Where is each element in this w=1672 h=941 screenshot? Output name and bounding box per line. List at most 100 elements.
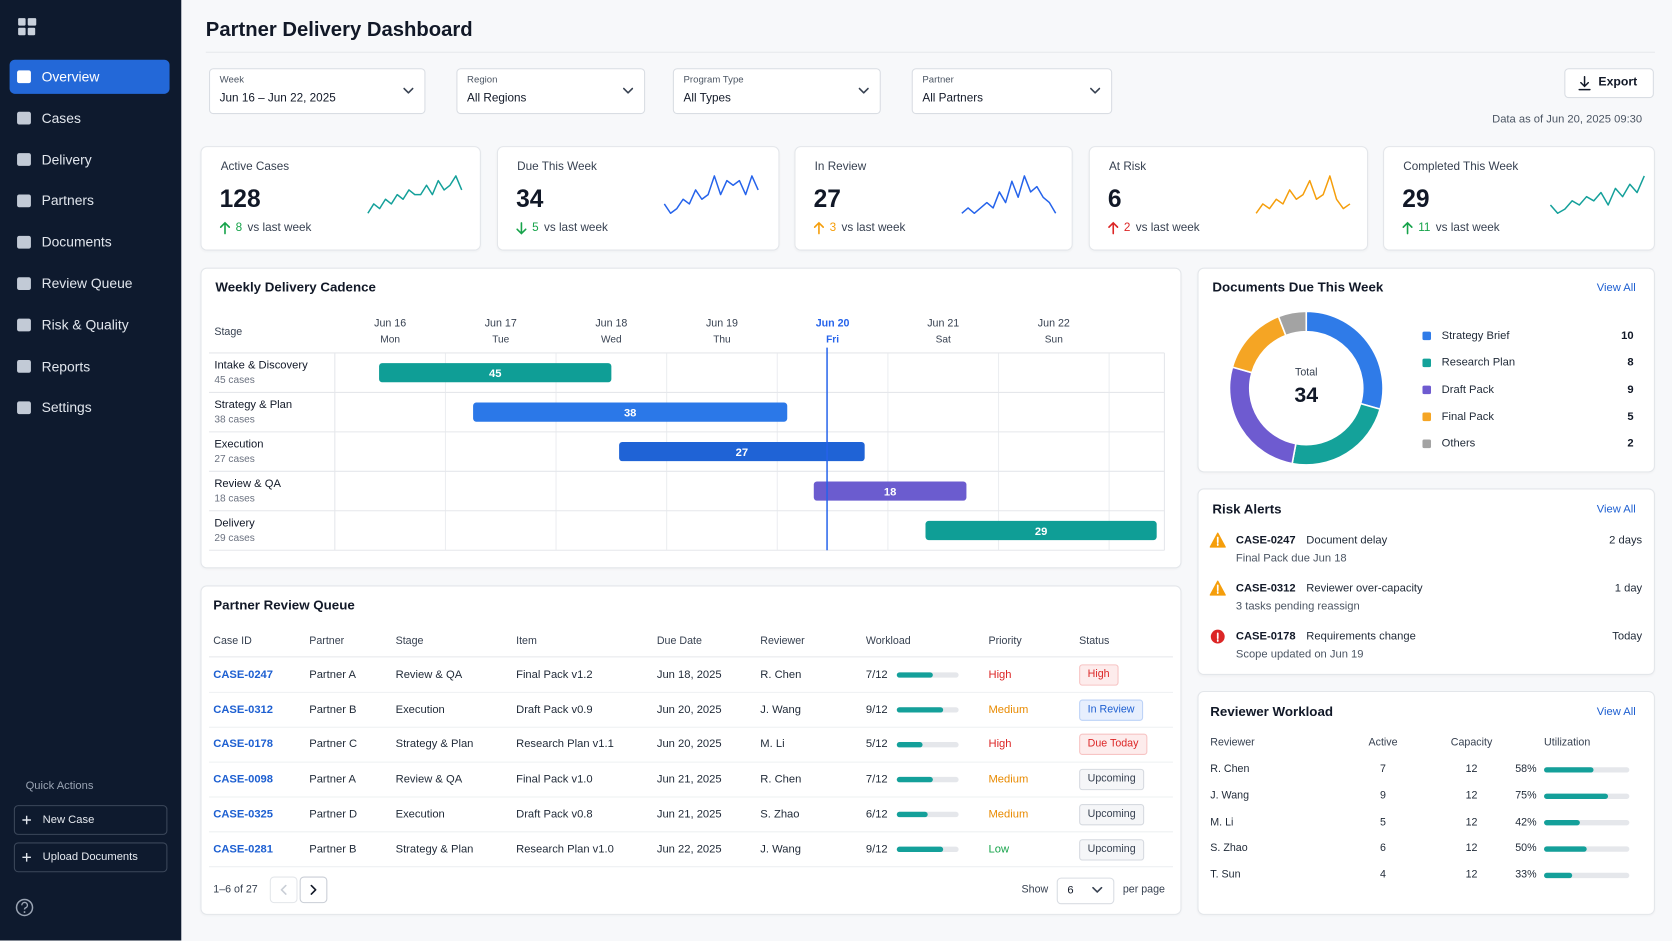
kpi-label: At Risk [1108, 160, 1147, 174]
cell: 9/12 [865, 703, 888, 716]
delta-text: vs last week [841, 221, 906, 234]
cell: Jun 21, 2025 [656, 772, 722, 786]
filter-select[interactable] [911, 68, 1113, 115]
nav-item[interactable]: Settings [41, 399, 92, 416]
delta-value: 3 [829, 221, 837, 234]
stage-cases: 29 cases [214, 531, 255, 544]
alert-time: 2 days [1609, 533, 1643, 547]
nav-item[interactable]: Review Queue [41, 275, 133, 292]
column-header: Due Date [656, 635, 702, 648]
kpi-delta: 2 vs last week [1124, 221, 1200, 235]
delta-value: 2 [1123, 221, 1131, 234]
column-header: Active [1368, 736, 1398, 749]
view-all[interactable]: View All [1596, 281, 1636, 294]
nav-item[interactable]: Overview [41, 68, 100, 85]
filter-select[interactable] [672, 68, 881, 115]
stage-name: Delivery [214, 516, 255, 530]
column-header: Capacity [1450, 736, 1493, 749]
legend-value: 10 [1621, 329, 1634, 342]
action-button[interactable] [13, 805, 168, 835]
priority: High [988, 668, 1012, 682]
status-badge: In Review [1079, 699, 1144, 721]
kpi-value: 27 [813, 184, 841, 213]
filter-label: Region [467, 74, 498, 85]
priority: Medium [988, 703, 1029, 716]
action-label[interactable]: New Case [42, 813, 95, 827]
cell: 7/12 [865, 668, 888, 682]
cell: Draft Pack v0.9 [516, 703, 593, 716]
alert-title: Reviewer over-capacity [1306, 581, 1423, 595]
day-date: Jun 21 [927, 317, 960, 330]
cell: J. Wang [760, 703, 801, 716]
day-weekday: Sat [935, 334, 951, 346]
column-header: Workload [865, 635, 911, 648]
action-label[interactable]: Upload Documents [42, 850, 138, 864]
day-weekday: Tue [492, 334, 510, 346]
alert-case: CASE-0247 [1235, 533, 1296, 547]
day-date: Jun 17 [484, 317, 517, 330]
alert-case: CASE-0312 [1235, 581, 1296, 595]
card-title: Weekly Delivery Cadence [215, 279, 376, 295]
case-link[interactable]: CASE-0178 [213, 737, 274, 751]
cell: M. Li [760, 737, 785, 751]
case-link[interactable]: CASE-0247 [213, 668, 274, 682]
cell: Review & QA [395, 668, 463, 682]
legend-label: Final Pack [1441, 410, 1494, 423]
cell: Jun 20, 2025 [656, 703, 722, 716]
cell: 6/12 [865, 807, 888, 821]
case-link[interactable]: CASE-0098 [213, 772, 274, 786]
case-link[interactable]: CASE-0312 [213, 703, 274, 716]
nav-item[interactable]: Documents [41, 233, 112, 250]
filter-label: Partner [922, 74, 954, 85]
cell: Jun 22, 2025 [656, 842, 722, 856]
case-link[interactable]: CASE-0325 [213, 807, 274, 821]
status-badge: Upcoming [1079, 838, 1145, 860]
cell: Research Plan v1.0 [516, 842, 614, 856]
view-all[interactable]: View All [1596, 705, 1636, 719]
filter-label: Week [219, 74, 245, 85]
cell: Partner A [309, 668, 356, 682]
action-button[interactable] [13, 842, 168, 873]
nav-item[interactable]: Reports [41, 358, 91, 375]
page-size-select[interactable] [1056, 877, 1115, 905]
cell: 58% [1515, 763, 1537, 776]
cell: Strategy & Plan [395, 842, 474, 856]
card-title: Documents Due This Week [1212, 279, 1384, 295]
cell: R. Chen [760, 772, 802, 786]
cell: R. Chen [1210, 763, 1250, 776]
delta-text: vs last week [247, 221, 312, 234]
export-label[interactable]: Export [1598, 75, 1638, 89]
priority: Low [988, 842, 1010, 856]
cell: S. Zhao [1210, 842, 1248, 855]
cell: Final Pack v1.0 [516, 772, 593, 786]
filter-select[interactable] [209, 68, 426, 115]
legend-value: 5 [1627, 410, 1634, 423]
nav-item[interactable]: Risk & Quality [41, 316, 129, 333]
cell: 75% [1515, 789, 1537, 802]
stage-cases: 27 cases [214, 452, 255, 465]
nav-item[interactable]: Partners [41, 192, 94, 209]
sidebar [0, 0, 182, 941]
nav-item[interactable]: Delivery [41, 151, 92, 168]
status-badge: Upcoming [1079, 768, 1145, 791]
filter-select[interactable] [456, 68, 646, 115]
stage-name: Strategy & Plan [214, 397, 293, 411]
pager-button[interactable] [299, 876, 328, 904]
card-title: Partner Review Queue [213, 597, 355, 613]
donut-total: 34 [1294, 383, 1319, 408]
legend-label: Research Plan [1441, 356, 1516, 369]
kpi-delta: 5 vs last week [532, 221, 608, 235]
cell: Research Plan v1.1 [516, 737, 614, 751]
view-all[interactable]: View All [1596, 502, 1636, 516]
priority: High [988, 737, 1012, 751]
stage-header: Stage [214, 326, 243, 339]
cell: 50% [1515, 842, 1537, 855]
nav-item[interactable]: Cases [41, 109, 81, 126]
page-size-value: 6 [1067, 883, 1074, 897]
kpi-value: 128 [219, 184, 261, 213]
stage-cases: 38 cases [214, 413, 255, 426]
pager-button[interactable] [269, 876, 298, 904]
cell: T. Sun [1210, 869, 1241, 881]
case-link[interactable]: CASE-0281 [213, 842, 274, 856]
delta-value: 8 [235, 221, 243, 234]
